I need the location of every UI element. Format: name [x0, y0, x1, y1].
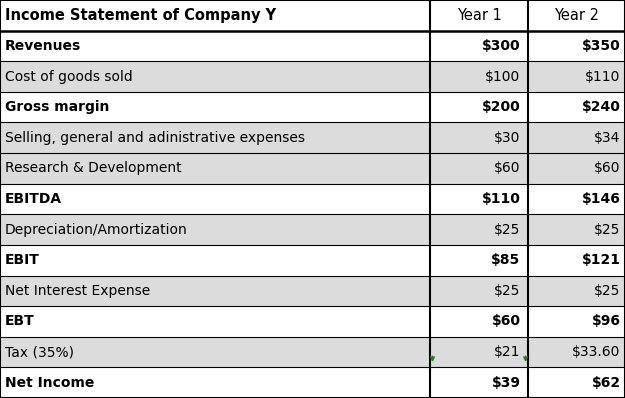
Bar — [0, 306, 625, 337]
Text: Year 1: Year 1 — [457, 8, 501, 23]
Bar — [0, 245, 625, 275]
Text: EBIT: EBIT — [5, 253, 40, 267]
Text: $60: $60 — [492, 314, 521, 328]
Text: $110: $110 — [585, 70, 621, 84]
Text: Cost of goods sold: Cost of goods sold — [5, 70, 132, 84]
Text: Depreciation/Amortization: Depreciation/Amortization — [5, 222, 188, 237]
Text: $60: $60 — [494, 161, 521, 176]
Text: $96: $96 — [592, 314, 621, 328]
Text: $62: $62 — [591, 376, 621, 390]
Text: Gross margin: Gross margin — [5, 100, 109, 114]
Bar — [0, 184, 625, 214]
Text: EBT: EBT — [5, 314, 35, 328]
Text: $25: $25 — [494, 284, 521, 298]
Bar — [0, 275, 625, 306]
Text: Net Interest Expense: Net Interest Expense — [5, 284, 150, 298]
Bar — [0, 61, 625, 92]
Text: $30: $30 — [494, 131, 521, 145]
Text: $25: $25 — [594, 222, 621, 237]
Text: $110: $110 — [482, 192, 521, 206]
Text: $146: $146 — [582, 192, 621, 206]
Bar — [0, 123, 625, 153]
Bar — [0, 31, 625, 61]
Text: $21: $21 — [494, 345, 521, 359]
Text: $200: $200 — [482, 100, 521, 114]
Text: $34: $34 — [594, 131, 621, 145]
Bar — [0, 92, 625, 123]
Bar — [0, 0, 625, 31]
Text: $60: $60 — [594, 161, 621, 176]
Text: Net Income: Net Income — [5, 376, 94, 390]
Text: Revenues: Revenues — [5, 39, 81, 53]
Text: $33.60: $33.60 — [572, 345, 621, 359]
Bar — [0, 214, 625, 245]
Text: Selling, general and adinistrative expenses: Selling, general and adinistrative expen… — [5, 131, 305, 145]
Text: $25: $25 — [494, 222, 521, 237]
Text: $100: $100 — [486, 70, 521, 84]
Text: Income Statement of Company Y: Income Statement of Company Y — [5, 8, 276, 23]
Text: $85: $85 — [491, 253, 521, 267]
Text: $25: $25 — [594, 284, 621, 298]
Text: EBITDA: EBITDA — [5, 192, 62, 206]
Text: $240: $240 — [582, 100, 621, 114]
Text: $39: $39 — [492, 376, 521, 390]
Text: $350: $350 — [582, 39, 621, 53]
Text: $300: $300 — [482, 39, 521, 53]
Bar — [0, 337, 625, 367]
Text: $121: $121 — [582, 253, 621, 267]
Bar — [0, 367, 625, 398]
Text: Year 2: Year 2 — [554, 8, 599, 23]
Text: Tax (35%): Tax (35%) — [5, 345, 74, 359]
Text: Research & Development: Research & Development — [5, 161, 182, 176]
Bar — [0, 153, 625, 184]
